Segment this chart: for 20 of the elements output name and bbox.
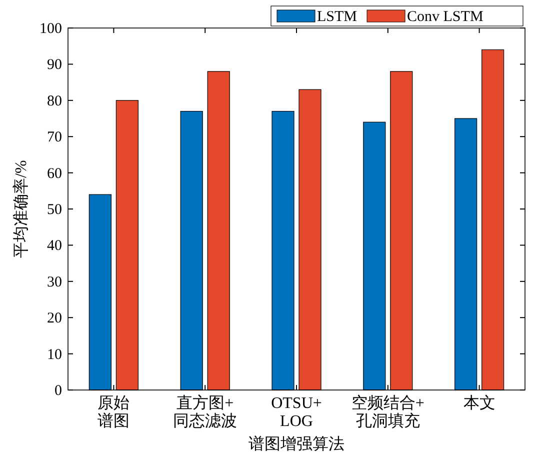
y-tick-label: 50 bbox=[47, 202, 62, 218]
y-tick-label: 30 bbox=[47, 274, 62, 290]
y-tick-label: 40 bbox=[47, 238, 62, 254]
x-tick-label: 原始谱图 bbox=[98, 395, 130, 430]
y-tick-label: 10 bbox=[47, 346, 62, 363]
legend-label: LSTM bbox=[317, 9, 358, 25]
y-tick-label: 80 bbox=[47, 93, 62, 110]
x-tick-label: 直方图+同态滤波 bbox=[173, 394, 238, 430]
x-tick-label: 本文 bbox=[463, 394, 496, 412]
x-axis-title: 谱图增强算法 bbox=[248, 435, 344, 453]
y-tick-label: 100 bbox=[40, 21, 62, 37]
y-tick-label: 70 bbox=[47, 130, 62, 146]
y-tick-label: 60 bbox=[47, 166, 62, 182]
y-tick-label: 0 bbox=[54, 383, 62, 399]
x-tick-label: 空频结合+孔洞填充 bbox=[351, 394, 424, 430]
y-tick-label: 90 bbox=[47, 57, 62, 74]
y-axis-title: 平均准确率/% bbox=[12, 160, 30, 258]
y-tick-label: 20 bbox=[47, 310, 62, 327]
x-tick-label: OTSU+ LOG bbox=[271, 395, 322, 430]
legend-label: Conv LSTM bbox=[407, 9, 484, 25]
